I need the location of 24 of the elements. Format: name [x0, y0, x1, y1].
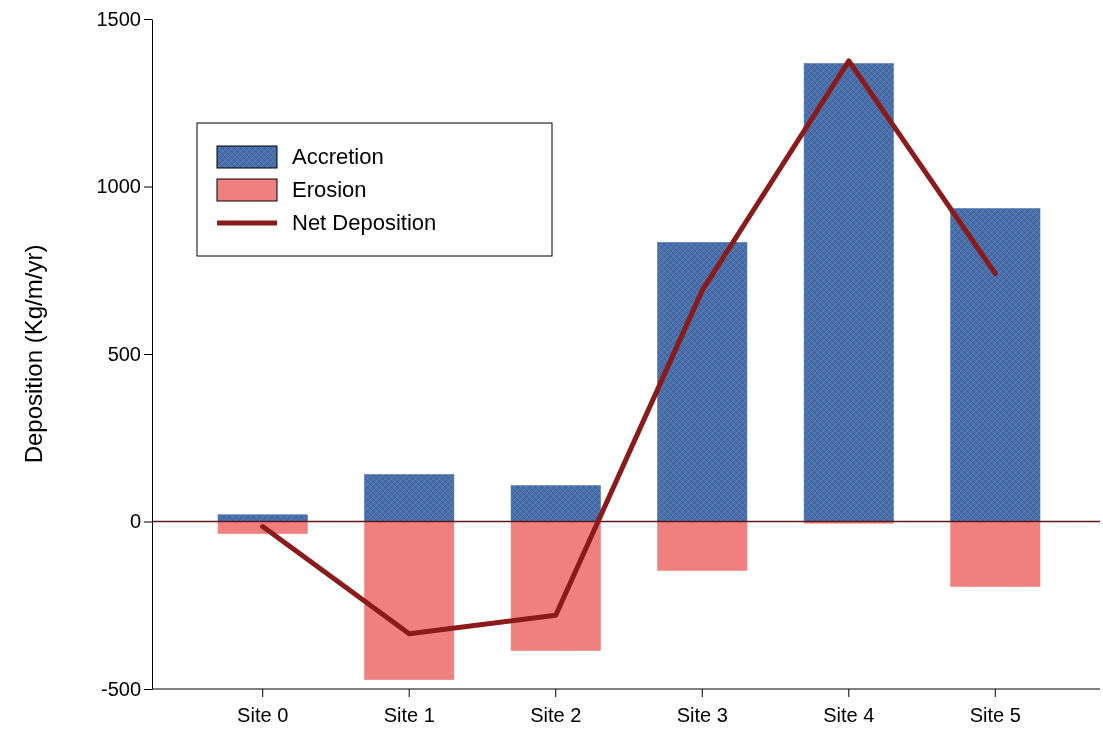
legend-label: Erosion [292, 177, 367, 202]
y-tick-label: 0 [129, 510, 141, 533]
x-tick-label: Site 3 [676, 704, 728, 726]
x-tick-label: Site 5 [969, 704, 1021, 726]
bar [950, 208, 1041, 522]
bar [803, 63, 894, 522]
legend-label: Accretion [292, 144, 384, 169]
bar [510, 485, 601, 522]
y-tick-label: -500 [100, 677, 141, 700]
bar [950, 521, 1041, 587]
x-tick-label: Site 4 [823, 704, 875, 726]
x-tick-label: Site 2 [530, 704, 582, 726]
y-axis-title: Deposition (Kg/m/yr) [20, 244, 47, 464]
x-tick-label: Site 0 [237, 704, 289, 726]
bar [364, 474, 455, 522]
y-tick-label: 500 [107, 342, 141, 365]
bar [657, 242, 748, 522]
y-tick-label: 1500 [96, 7, 141, 30]
bar [657, 521, 748, 571]
legend-label: Net Deposition [292, 210, 437, 235]
bar [364, 521, 455, 680]
bar [510, 521, 601, 651]
x-tick-label: Site 1 [383, 704, 435, 726]
y-tick-label: 1000 [96, 175, 141, 198]
